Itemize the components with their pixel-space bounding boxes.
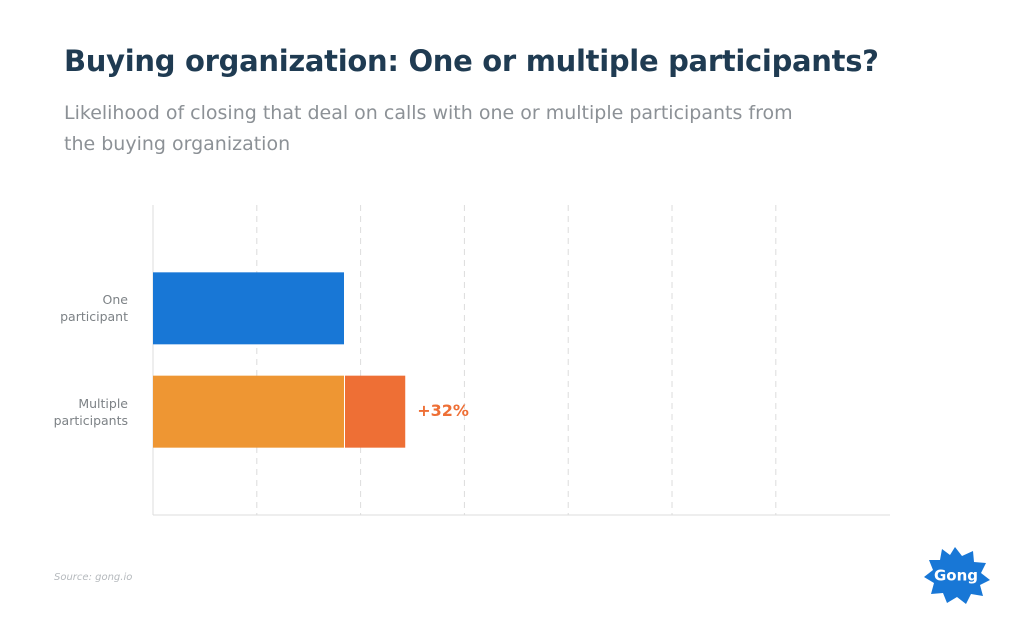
logo: Gong (924, 547, 990, 604)
annotation: +32% (417, 401, 469, 420)
logo-text: Gong (934, 567, 978, 585)
bar-increase (344, 375, 406, 448)
logo-burst (924, 547, 990, 604)
chart-title: Buying organization: One or multiple par… (64, 44, 879, 78)
source: Source: gong.io (54, 572, 133, 583)
chart-subtitle: Likelihood of closing that deal on calls… (64, 102, 793, 155)
bar (153, 272, 344, 345)
y-tick-label: One participant (60, 292, 128, 325)
y-tick-label: Multiple participants (53, 395, 128, 428)
bar (153, 375, 344, 448)
